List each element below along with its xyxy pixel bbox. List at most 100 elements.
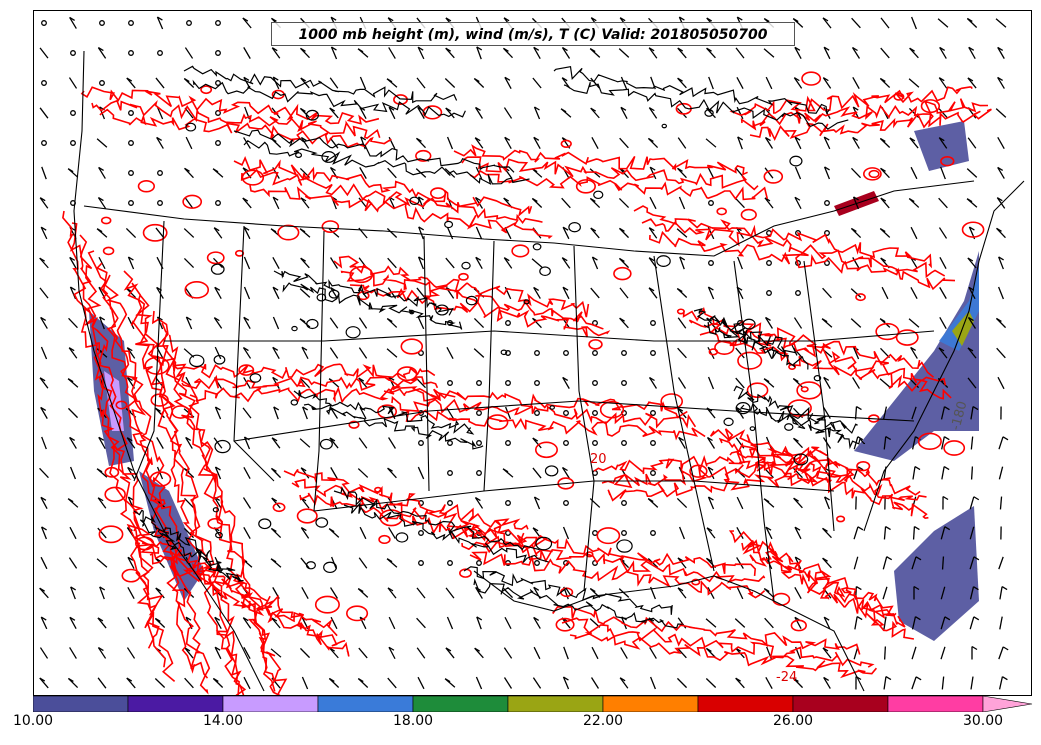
height-contour-loop xyxy=(316,293,327,302)
wind-barb xyxy=(649,647,657,659)
wind-barb xyxy=(967,347,977,359)
wind-barb xyxy=(358,647,368,659)
wind-barb xyxy=(505,440,511,446)
temperature-contour-loop xyxy=(796,381,822,400)
wind-barb xyxy=(967,77,977,89)
wind-barb xyxy=(621,350,627,356)
wind-barb xyxy=(650,530,656,536)
colorbar-tick-label: 22.00 xyxy=(582,713,624,729)
wind-barb xyxy=(939,256,947,270)
wind-barb xyxy=(912,466,921,480)
wind-barb xyxy=(794,136,802,150)
wind-barb xyxy=(69,616,77,630)
wind-barb xyxy=(243,226,251,240)
wind-barb xyxy=(97,527,107,539)
wind-barb xyxy=(184,47,194,59)
wind-barb xyxy=(300,467,310,479)
wind-barb xyxy=(67,677,79,689)
height-contour-loop xyxy=(249,373,262,383)
wind-barb xyxy=(97,617,107,629)
wind-barb xyxy=(851,17,861,29)
wind-barb xyxy=(69,286,77,300)
wind-barb xyxy=(534,380,540,386)
height-contour-loop xyxy=(212,507,220,513)
wind-barb xyxy=(386,228,398,238)
wind-barb xyxy=(562,376,570,389)
wind-barb xyxy=(329,317,339,329)
wind-barb xyxy=(850,227,862,239)
wind-barb xyxy=(184,197,194,209)
wind-barb xyxy=(155,407,165,419)
wind-barb xyxy=(534,410,540,416)
wind-barb xyxy=(677,647,687,659)
wind-barb xyxy=(299,228,311,238)
wind-barb xyxy=(766,290,772,296)
temperature-contour xyxy=(283,468,529,530)
wind-barb xyxy=(997,46,1005,59)
wind-barb xyxy=(677,47,687,59)
wind-barb xyxy=(969,586,979,600)
wind-barb xyxy=(388,437,396,449)
height-contour-loop xyxy=(321,151,336,163)
wind-barb xyxy=(995,108,1007,118)
wind-barb xyxy=(157,50,163,56)
temperature-contour xyxy=(461,539,766,584)
wind-barb xyxy=(938,347,948,359)
wind-barb xyxy=(156,466,164,480)
wind-barb xyxy=(967,137,977,149)
wind-barb xyxy=(795,290,801,296)
temperature-contour-loop xyxy=(200,85,213,95)
wind-barb xyxy=(736,586,744,600)
wind-barb xyxy=(328,677,340,688)
temperature-contour-loop xyxy=(917,432,942,451)
wind-barb xyxy=(708,200,714,206)
wind-barb xyxy=(996,227,1006,239)
temperature-contour-loop xyxy=(430,187,447,200)
wind-barb xyxy=(300,47,310,59)
temperature-contour-loop xyxy=(836,515,846,523)
wind-barb xyxy=(502,47,514,59)
height-contour xyxy=(553,66,830,115)
wind-barb xyxy=(213,437,223,449)
wind-barb xyxy=(242,17,252,29)
wind-barb xyxy=(650,470,656,476)
wind-barb xyxy=(883,676,892,690)
wind-barb xyxy=(445,47,455,59)
wind-barb xyxy=(590,227,600,239)
height-contour-loop xyxy=(784,423,794,431)
wind-barb xyxy=(388,646,396,660)
wind-barb xyxy=(243,527,251,539)
wind-barb xyxy=(418,560,424,566)
wind-barb xyxy=(677,557,687,569)
temperature-contour-loop xyxy=(855,293,866,302)
wind-barb xyxy=(69,16,77,29)
temperature-contour xyxy=(552,605,861,655)
wind-barb xyxy=(619,317,629,329)
wind-barb xyxy=(270,467,282,479)
wind-barb xyxy=(300,197,310,209)
wind-barb xyxy=(998,556,1004,570)
contour-label-1: -180 xyxy=(948,400,970,432)
temperature-contour-loop xyxy=(374,486,382,493)
wind-barb xyxy=(299,318,311,328)
contour-label-3: 20 xyxy=(590,452,607,467)
wind-barb xyxy=(272,316,280,330)
height-contour-loop xyxy=(616,539,633,553)
wind-barb xyxy=(504,136,512,149)
wind-barb xyxy=(591,136,599,150)
wind-barb xyxy=(534,350,540,356)
wind-barb xyxy=(735,377,745,389)
colorbar-segment xyxy=(697,696,794,712)
wind-barb xyxy=(243,646,251,660)
temperature-contour xyxy=(123,270,240,695)
wind-barb xyxy=(880,47,890,59)
wind-barb xyxy=(39,197,49,209)
temperature-contour-loop xyxy=(660,393,684,410)
wind-barb xyxy=(911,556,922,570)
wind-barb xyxy=(999,496,1003,510)
wind-barb xyxy=(852,77,860,89)
wind-barb xyxy=(910,226,918,240)
height-contour-loop xyxy=(291,325,298,332)
wind-barb xyxy=(996,197,1006,209)
wind-barb xyxy=(388,136,396,150)
